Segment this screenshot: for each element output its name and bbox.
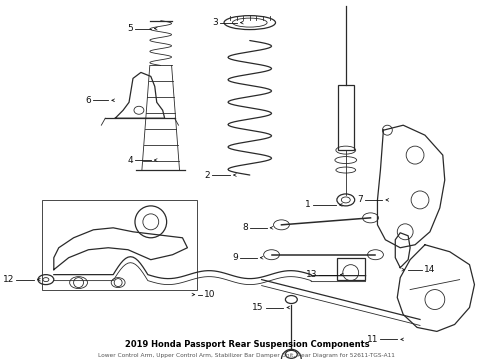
Text: 9: 9 <box>232 253 238 262</box>
Text: 12: 12 <box>3 275 14 284</box>
Text: 5: 5 <box>127 24 133 33</box>
Bar <box>338 85 354 150</box>
Text: Lower Control Arm, Upper Control Arm, Stabilizer Bar Damper Unit, Rear Diagram f: Lower Control Arm, Upper Control Arm, St… <box>98 353 395 358</box>
Text: 2019 Honda Passport Rear Suspension Components: 2019 Honda Passport Rear Suspension Comp… <box>124 340 369 349</box>
Text: 2: 2 <box>204 171 210 180</box>
Text: 8: 8 <box>242 223 248 232</box>
Text: 3: 3 <box>212 18 218 27</box>
Text: 14: 14 <box>424 265 435 274</box>
Text: 11: 11 <box>367 335 378 344</box>
Text: 7: 7 <box>357 195 363 204</box>
Text: 10: 10 <box>204 290 216 299</box>
Bar <box>42 200 197 289</box>
Text: 1: 1 <box>305 201 311 210</box>
Text: 4: 4 <box>127 156 133 165</box>
Text: 6: 6 <box>86 96 92 105</box>
Bar <box>337 258 365 280</box>
Text: 15: 15 <box>252 303 264 312</box>
Text: 13: 13 <box>306 270 317 279</box>
